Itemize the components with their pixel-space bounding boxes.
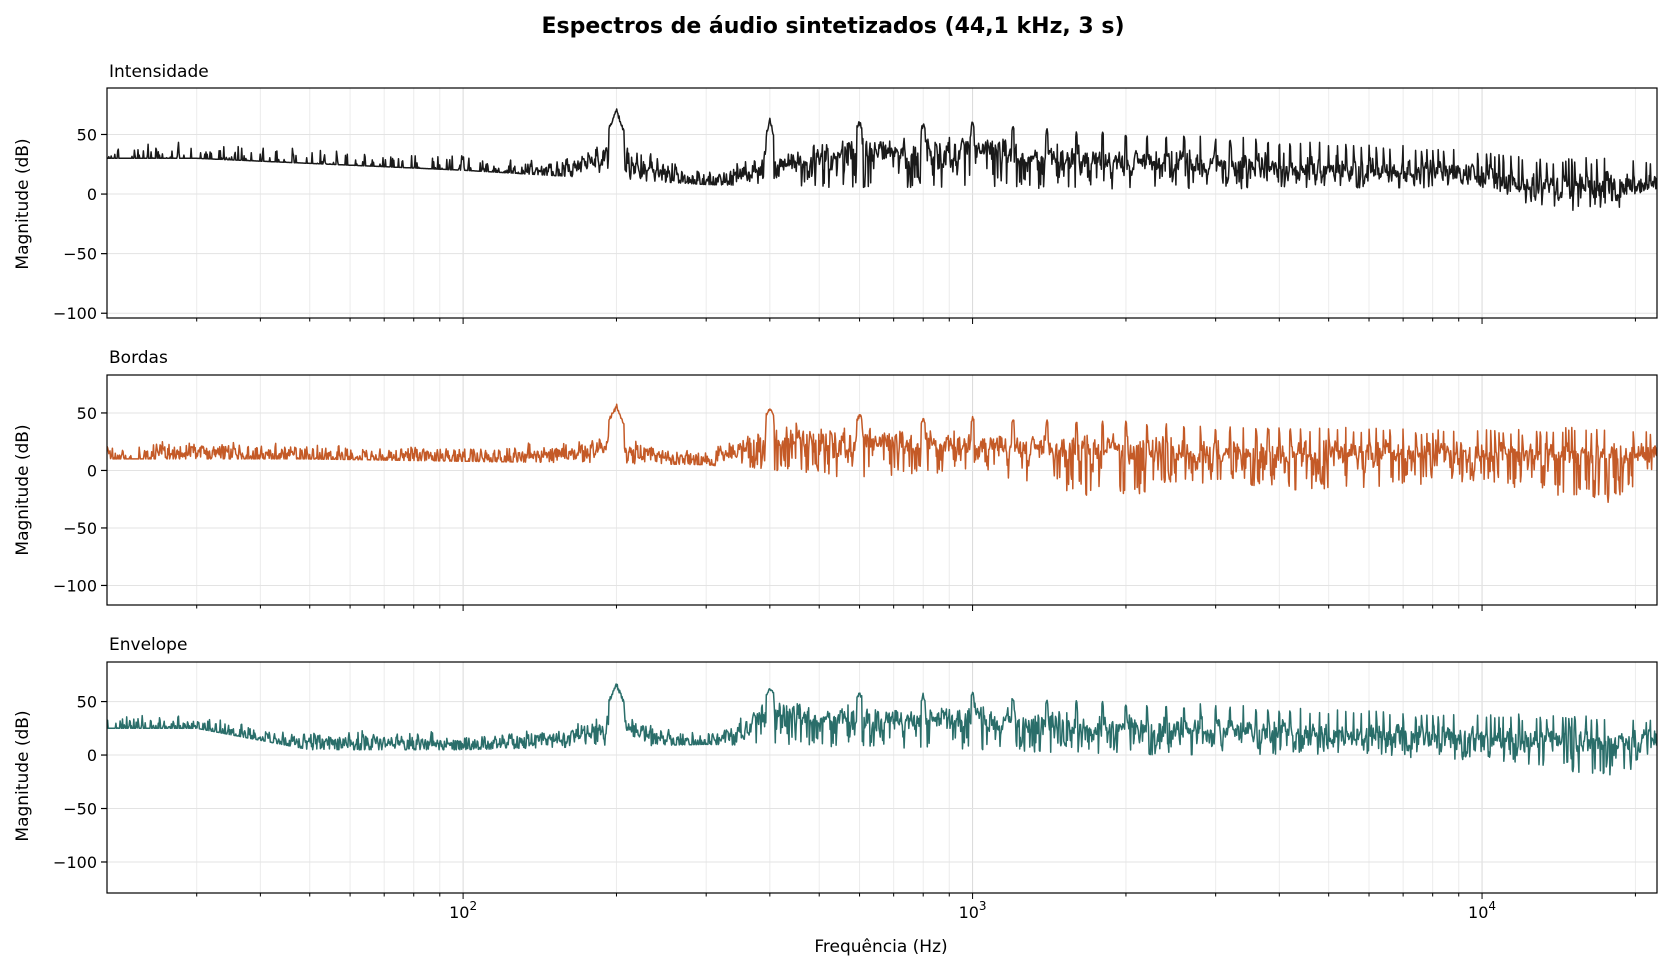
figure-title: Espectros de áudio sintetizados (44,1 kH… (542, 14, 1125, 39)
grid (107, 662, 1657, 893)
series-line (107, 108, 1657, 212)
series-line (107, 403, 1657, 504)
panel-bordas: Bordas Magnitude (dB) 50 0 −50 −100 (13, 348, 1658, 611)
y-tick-label: −100 (53, 304, 97, 323)
y-tick-label: 0 (87, 461, 97, 480)
panel-title: Envelope (109, 635, 187, 655)
y-axis-label: Magnitude (dB) (13, 710, 33, 841)
y-axis-label: Magnitude (dB) (13, 138, 33, 269)
y-tick-label: 50 (77, 404, 97, 423)
y-tick-label: 50 (77, 125, 97, 144)
panel-title: Bordas (109, 348, 168, 368)
axes-frame (106, 374, 1658, 606)
x-tick-label: 104 (1468, 899, 1496, 922)
y-tick-label: 0 (87, 746, 97, 765)
y-tick-label: −50 (63, 519, 97, 538)
panel-intensidade: Intensidade Magnitude (dB) 50 0 −50 −100 (13, 62, 1658, 324)
y-tick-label: −100 (53, 853, 97, 872)
y-axis-label: Magnitude (dB) (13, 424, 33, 555)
axes-frame (106, 87, 1658, 319)
series-line (107, 683, 1657, 776)
axes-frame (106, 661, 1658, 894)
panel-envelope: Envelope Magnitude (dB) Frequência (Hz) … (13, 635, 1658, 957)
y-tick-label: −100 (53, 576, 97, 595)
y-tick-label: 50 (77, 693, 97, 712)
y-tick-label: −50 (63, 800, 97, 819)
grid (107, 375, 1657, 605)
x-axis-label: Frequência (Hz) (814, 937, 947, 957)
x-tick-label: 102 (449, 899, 477, 922)
panel-title: Intensidade (109, 62, 209, 82)
grid (107, 88, 1657, 318)
x-tick-label: 103 (959, 899, 987, 922)
y-tick-label: 0 (87, 185, 97, 204)
y-tick-label: −50 (63, 245, 97, 264)
